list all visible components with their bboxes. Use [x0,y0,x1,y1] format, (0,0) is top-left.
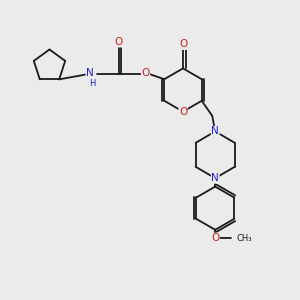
Text: O: O [141,68,150,79]
Text: O: O [211,233,219,243]
Text: H: H [89,79,95,88]
Text: N: N [211,126,219,136]
Text: O: O [179,39,187,50]
Text: CH₃: CH₃ [236,234,252,243]
Text: N: N [211,173,219,183]
Text: O: O [179,106,187,117]
Text: N: N [86,68,94,79]
Text: O: O [114,37,123,47]
